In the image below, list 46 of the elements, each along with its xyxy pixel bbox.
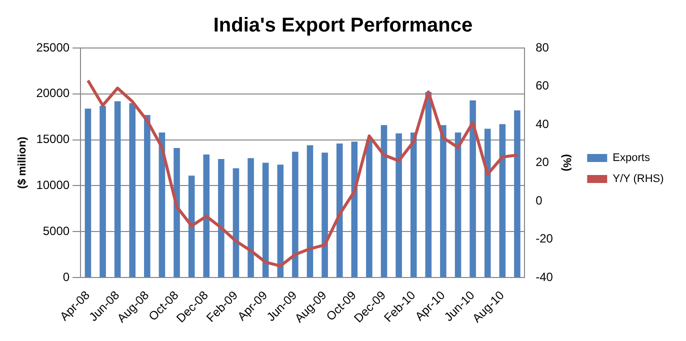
y-tick-label: 20000 — [36, 86, 70, 100]
bar — [454, 132, 462, 277]
bar — [470, 100, 476, 277]
bar — [380, 125, 388, 277]
bar — [499, 124, 506, 277]
bar — [514, 110, 520, 277]
legend-label: Y/Y (RHS) — [612, 173, 664, 186]
bar — [114, 101, 121, 277]
bar — [410, 132, 417, 277]
chart-title: India's Export Performance — [213, 14, 473, 37]
bar — [232, 168, 240, 277]
y-tick-label: 0 — [62, 270, 70, 284]
bar — [336, 143, 343, 277]
y2-tick-label: 60 — [536, 78, 550, 93]
bar — [218, 159, 224, 277]
bar — [203, 154, 210, 277]
y2-tick-label: 40 — [536, 116, 550, 131]
bar — [440, 125, 446, 277]
bar — [306, 145, 314, 277]
y2-tick-label: 0 — [536, 193, 543, 208]
y2-tick-label: -40 — [536, 270, 554, 284]
legend-label: Exports — [612, 152, 650, 164]
bar — [277, 164, 284, 277]
y-tick-label: 10000 — [36, 178, 70, 192]
bar — [425, 92, 432, 277]
bar — [396, 133, 402, 277]
bar — [100, 106, 106, 277]
y-tick-label: 5000 — [42, 224, 70, 238]
bar — [292, 152, 298, 277]
y-axis-title: ($ million) — [16, 136, 29, 189]
bar — [188, 176, 195, 277]
bar — [366, 140, 372, 277]
bar — [248, 158, 254, 277]
y2-tick-label: -20 — [536, 232, 554, 246]
bar — [262, 162, 269, 277]
bar — [84, 108, 92, 277]
y-tick-label: 15000 — [36, 132, 70, 146]
bar — [174, 148, 180, 277]
y-tick-label: 25000 — [36, 40, 70, 54]
y2-axis-title: (%) — [560, 154, 573, 172]
y2-tick-label: 80 — [536, 40, 550, 54]
y2-tick-label: 20 — [536, 155, 550, 170]
bar — [129, 103, 136, 277]
bar — [144, 115, 150, 277]
bar — [484, 128, 491, 277]
bar — [322, 152, 328, 277]
